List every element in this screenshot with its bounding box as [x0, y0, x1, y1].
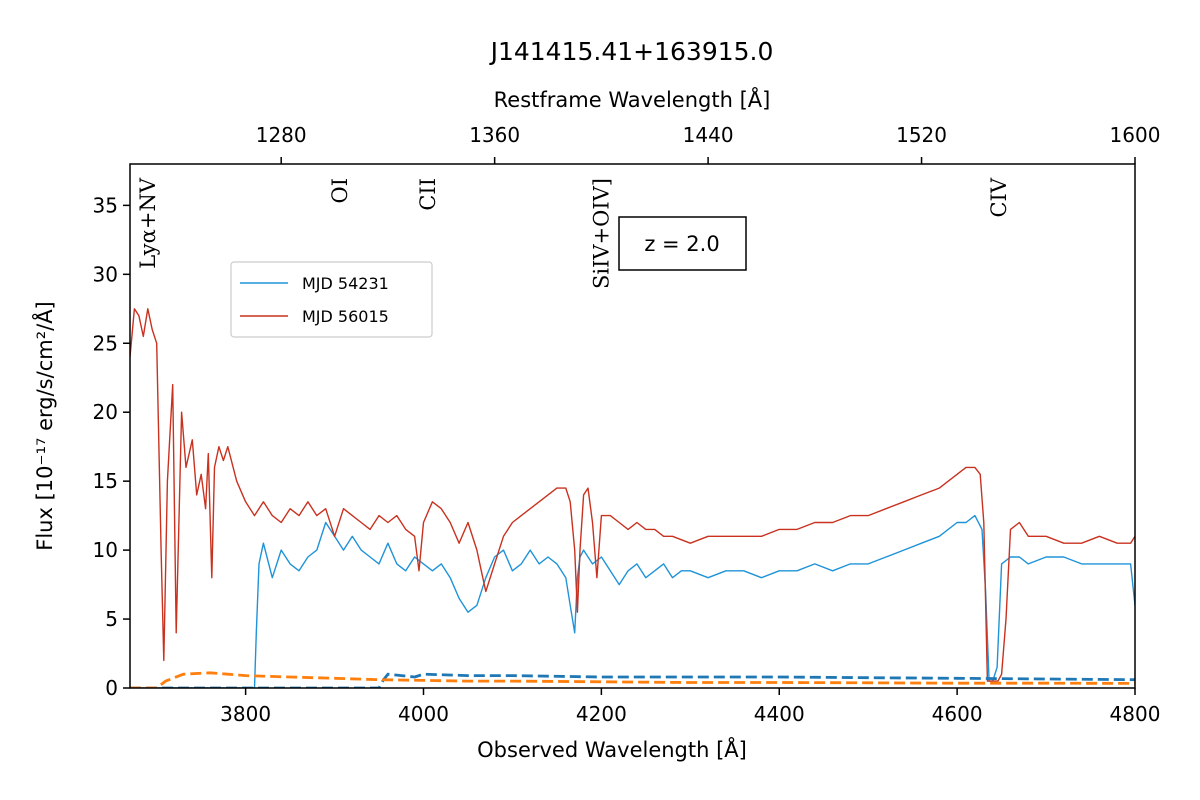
x-tick-label: 4000	[398, 702, 449, 726]
series-line-mjd-54231	[130, 514, 1135, 688]
legend-label-mjd-56015: MJD 56015	[302, 307, 389, 326]
series-line-error-2	[130, 672, 1135, 688]
redshift-box-frame	[618, 216, 747, 271]
line-label-siiv-oiv: SiIV+OIV]	[589, 178, 613, 289]
x-tick-label: 4800	[1110, 702, 1161, 726]
y-tick-label: 5	[105, 607, 118, 631]
redshift-label: z = 2.0	[644, 232, 719, 256]
y-tick-label: 10	[93, 538, 118, 562]
series-line-mjd-56015	[130, 308, 1135, 682]
redshift-box: z = 2.0	[618, 216, 747, 271]
legend-label-mjd-54231: MJD 54231	[302, 274, 389, 293]
line-label-oi: OI	[328, 178, 352, 204]
y-tick-label: 20	[93, 400, 118, 424]
spectral-line-labels: Lyα+NV OI CII SiIV+OIV] CIV	[136, 177, 1011, 289]
line-label-civ: CIV	[987, 177, 1011, 217]
top-tick-label: 1280	[256, 123, 307, 147]
x-tick-label: 4200	[576, 702, 627, 726]
y-tick-label: 30	[93, 262, 118, 286]
top-axis: 1280 1360 1440 1520 1600	[256, 123, 1161, 164]
series-layer	[130, 308, 1135, 688]
plot-frame	[129, 163, 1136, 689]
x-tick-label: 4600	[932, 702, 983, 726]
top-tick-label: 1440	[683, 123, 734, 147]
y-tick-label: 35	[93, 193, 118, 217]
series-line-error-3	[130, 671, 1135, 688]
legend-frame	[230, 261, 433, 338]
top-tick-label: 1360	[469, 123, 520, 147]
y-tick-label: 0	[105, 676, 118, 700]
chart-title: J141415.41+163915.0	[489, 37, 774, 66]
y-tick-label: 15	[93, 469, 118, 493]
top-tick-label: 1520	[896, 123, 947, 147]
line-label-ly-nv: Lyα+NV	[136, 177, 160, 269]
bottom-axis: 3800 4000 4200 4400 4600 4800	[220, 688, 1160, 726]
x-tick-label: 3800	[220, 702, 271, 726]
legend: MJD 54231 MJD 56015	[230, 261, 433, 338]
x-tick-label: 4400	[754, 702, 805, 726]
y-tick-label: 25	[93, 331, 118, 355]
line-label-cii: CII	[416, 178, 440, 211]
x-axis-label: Observed Wavelength [Å]	[477, 736, 747, 762]
left-axis: 0 5 10 15 20 25 30 35	[93, 193, 130, 700]
top-tick-label: 1600	[1110, 123, 1161, 147]
y-axis-label: Flux [10⁻¹⁷ erg/s/cm²/Å]	[31, 301, 57, 551]
top-axis-label: Restframe Wavelength [Å]	[494, 86, 771, 112]
